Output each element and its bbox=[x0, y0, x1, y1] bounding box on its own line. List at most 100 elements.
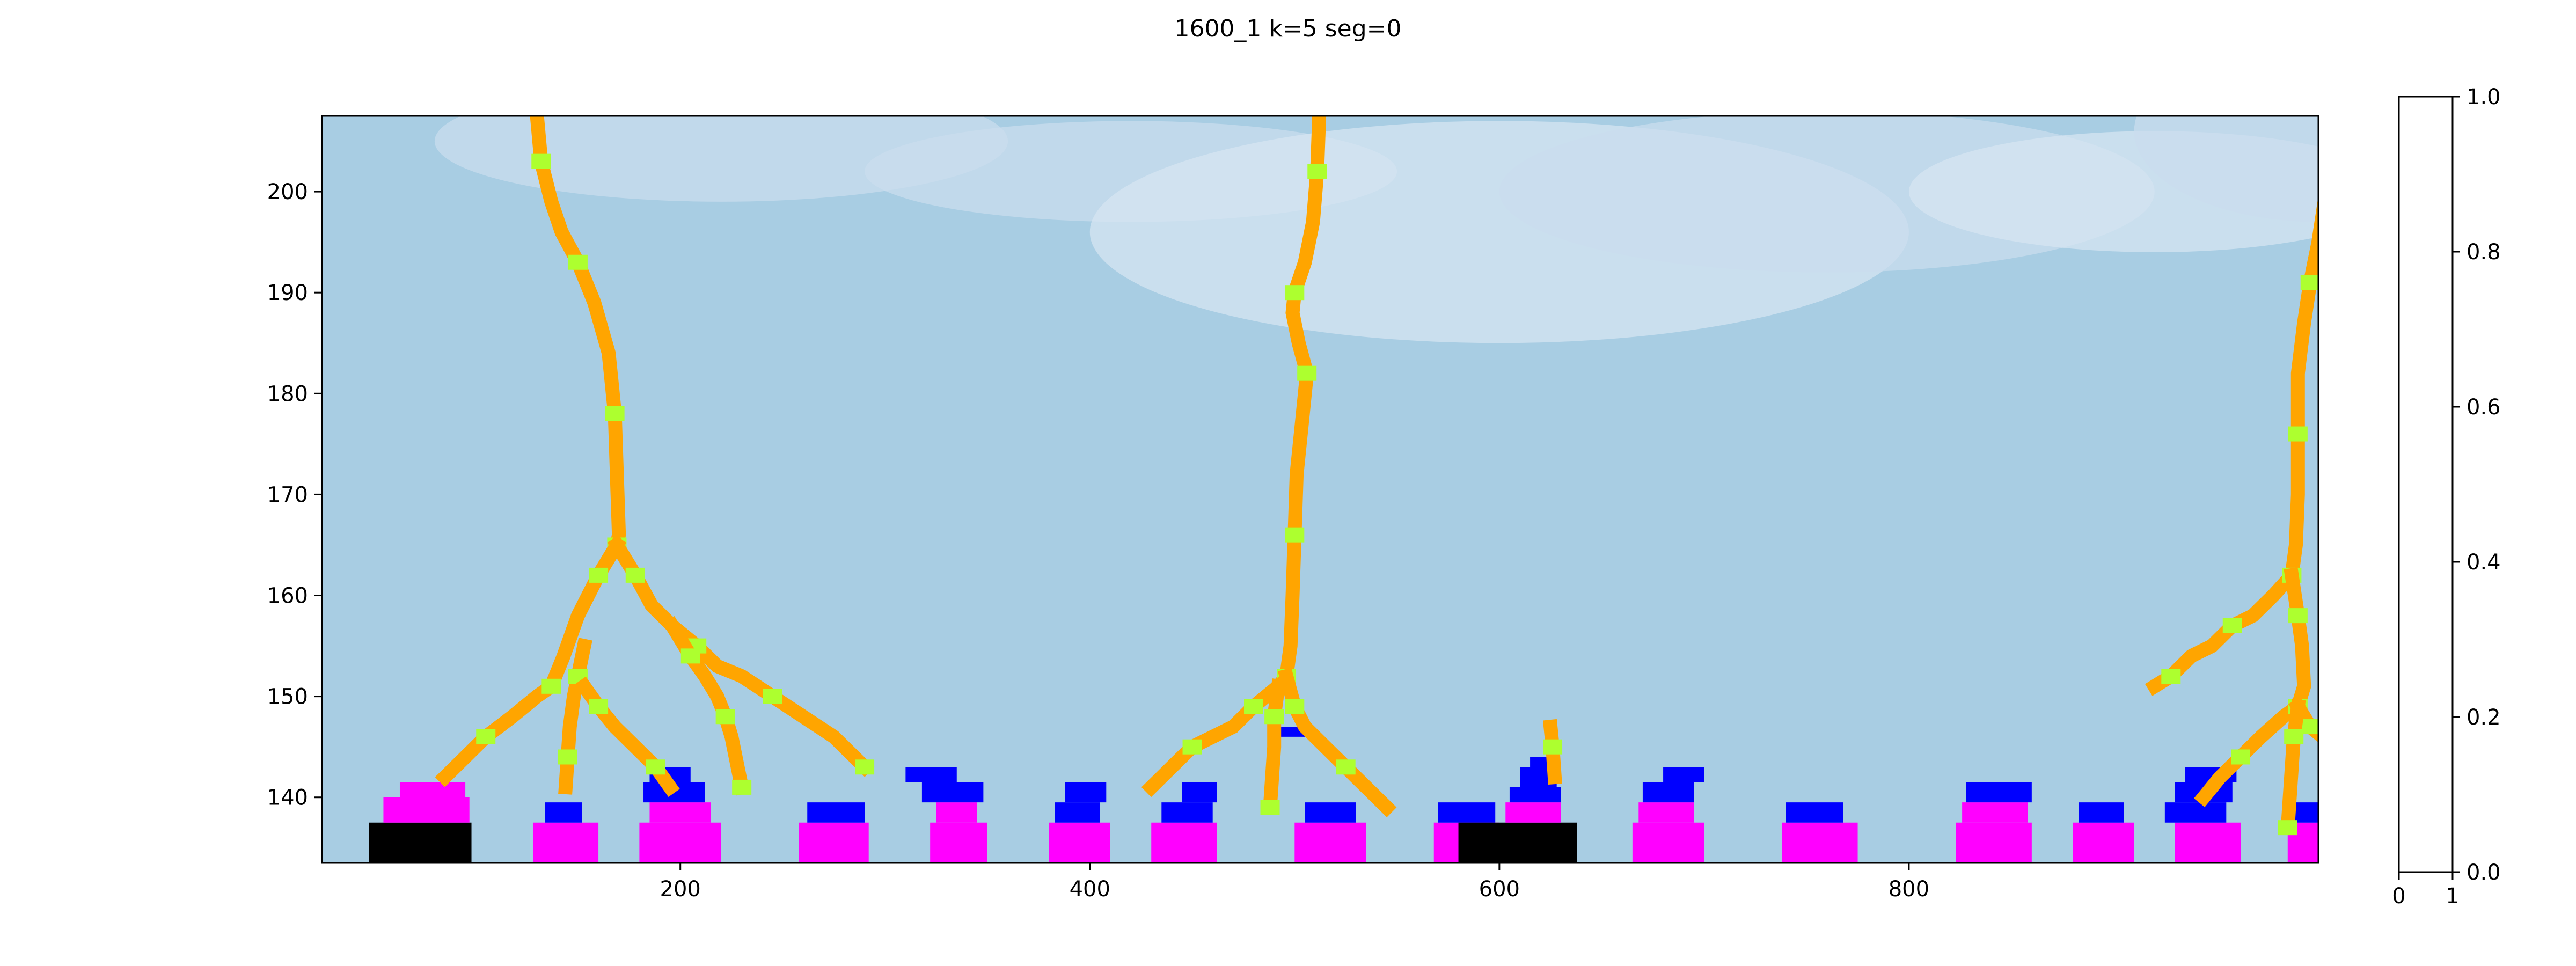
deposit-30-0 bbox=[2175, 822, 2241, 863]
deposit-26-1 bbox=[1962, 802, 2028, 823]
deposit-27-0 bbox=[1966, 782, 2032, 803]
channel-8-highlight-1 bbox=[1285, 699, 1305, 714]
channel-11-highlight-13 bbox=[2222, 618, 2242, 633]
deposit-8-0 bbox=[930, 822, 987, 863]
channel-2-highlight-1 bbox=[625, 567, 645, 583]
channel-5-highlight-1 bbox=[680, 648, 700, 664]
channel-6-highlight-10 bbox=[1285, 527, 1305, 543]
channel-8-highlight-4 bbox=[1336, 759, 1356, 775]
deposit-23-0 bbox=[1642, 782, 1694, 803]
deposit-20-0 bbox=[1505, 802, 1561, 823]
deposit-6-0 bbox=[799, 822, 869, 863]
deposit-26-0 bbox=[1956, 822, 2032, 863]
colorbar-y-tick-label-0.6: 0.6 bbox=[2467, 395, 2501, 420]
colorbar-x-tick-label-1: 1 bbox=[2446, 884, 2459, 909]
channel-5-highlight-4 bbox=[715, 709, 735, 724]
deposit-13-0 bbox=[1161, 802, 1213, 823]
deposit-14-0 bbox=[1294, 822, 1366, 863]
channel-9 bbox=[1262, 678, 1286, 815]
channel-3-highlight-4 bbox=[558, 749, 577, 765]
channel-11-highlight-16 bbox=[2161, 669, 2181, 684]
channel-9-highlight-4 bbox=[1260, 800, 1280, 815]
deposit-4-0 bbox=[639, 822, 721, 863]
cloud-layer bbox=[435, 116, 2318, 343]
deposit-23-1 bbox=[1663, 767, 1704, 782]
channel-0 bbox=[530, 116, 626, 553]
channel-10-highlight-1 bbox=[1543, 739, 1563, 755]
y-tick-label-170: 170 bbox=[267, 482, 308, 507]
figure-title: 1600_1 k=5 seg=0 bbox=[1174, 15, 1401, 42]
channel-14-highlight-4 bbox=[2278, 820, 2297, 836]
y-tick-label-160: 160 bbox=[267, 584, 308, 609]
deposit-4-1 bbox=[649, 802, 711, 823]
colorbar-y-tick-label-1: 1.0 bbox=[2467, 85, 2501, 109]
deposit-29-0 bbox=[2079, 802, 2124, 823]
channel-2 bbox=[607, 535, 875, 777]
colorbar-y-tick-label-0.2: 0.2 bbox=[2467, 705, 2501, 730]
channel-14-highlight-1 bbox=[2284, 729, 2304, 744]
x-axis: 200 400 600 800 bbox=[660, 863, 1929, 902]
channel-6-highlight-1 bbox=[1307, 164, 1327, 179]
colorbar-x-tick-label-0: 0 bbox=[2392, 884, 2405, 909]
colorbar-y-tick-label-0.4: 0.4 bbox=[2467, 550, 2501, 575]
channel-1-highlight-1 bbox=[589, 567, 609, 583]
channel-4-highlight-1 bbox=[589, 699, 609, 714]
y-tick-label-190: 190 bbox=[267, 281, 308, 305]
deposit-33-0 bbox=[2294, 802, 2318, 823]
cloud-patch-0 bbox=[435, 116, 1008, 202]
channel-9-highlight-1 bbox=[1264, 709, 1284, 724]
x-tick-label-200: 200 bbox=[660, 877, 701, 902]
deposit-22-0 bbox=[1632, 822, 1704, 863]
x-tick-label-800: 800 bbox=[1889, 877, 1929, 902]
channel-5-highlight-7 bbox=[732, 779, 752, 795]
deposit-layer bbox=[369, 727, 2318, 863]
channel-2-highlight-7 bbox=[763, 689, 782, 704]
channel-11 bbox=[2145, 195, 2318, 696]
deposit-3-0 bbox=[545, 802, 582, 823]
colorbar-y-tick-label-0: 0.0 bbox=[2467, 860, 2501, 885]
deposit-31-0 bbox=[2164, 802, 2227, 823]
deposit-28-0 bbox=[2073, 822, 2134, 863]
deposit-7-0 bbox=[807, 802, 865, 823]
plot-frame bbox=[321, 115, 2319, 864]
channel-7-highlight-4 bbox=[1182, 739, 1202, 755]
y-axis: 140 150 160 170 180 190 200 bbox=[267, 180, 322, 810]
deposit-1-1 bbox=[399, 782, 466, 797]
channel-0-highlight-7 bbox=[605, 406, 625, 421]
channel-2-highlight-10 bbox=[855, 759, 875, 775]
deposit-10-0 bbox=[1049, 822, 1110, 863]
deposit-11-0 bbox=[1055, 802, 1100, 823]
channel-11-highlight-7 bbox=[2288, 426, 2308, 442]
channel-0-highlight-4 bbox=[568, 254, 588, 270]
channel-13-highlight-1 bbox=[2300, 719, 2318, 735]
channel-0-highlight-1 bbox=[531, 153, 551, 169]
x-tick-label-400: 400 bbox=[1070, 877, 1110, 902]
colorbar-y-tick-label-0.8: 0.8 bbox=[2467, 240, 2501, 265]
deposit-11-1 bbox=[1065, 782, 1107, 803]
deposit-21-0 bbox=[1509, 787, 1561, 803]
deposit-2-0 bbox=[532, 822, 599, 863]
channel-12-highlight-1 bbox=[2288, 608, 2308, 624]
y-tick-label-180: 180 bbox=[267, 382, 308, 406]
deposit-21-2 bbox=[1530, 757, 1551, 767]
deposit-19-0 bbox=[1458, 822, 1577, 863]
deposit-9-0 bbox=[921, 782, 984, 803]
channel-layer bbox=[435, 116, 2318, 836]
deposit-8-1 bbox=[936, 802, 977, 823]
channel-6-highlight-7 bbox=[1297, 365, 1317, 381]
deposit-22-1 bbox=[1638, 802, 1694, 823]
x-tick-label-600: 600 bbox=[1479, 877, 1520, 902]
deposit-1-0 bbox=[383, 797, 470, 823]
channel-7-highlight-1 bbox=[1244, 699, 1263, 714]
deposit-18-0 bbox=[1438, 802, 1496, 823]
y-tick-label-150: 150 bbox=[267, 685, 308, 709]
deposit-25-0 bbox=[1786, 802, 1843, 823]
channel-1-highlight-4 bbox=[541, 678, 561, 694]
channel-12-highlight-7 bbox=[2231, 749, 2251, 765]
channel-4-highlight-4 bbox=[646, 759, 665, 775]
channel-1-highlight-7 bbox=[476, 729, 496, 744]
channel-14 bbox=[2280, 698, 2306, 836]
